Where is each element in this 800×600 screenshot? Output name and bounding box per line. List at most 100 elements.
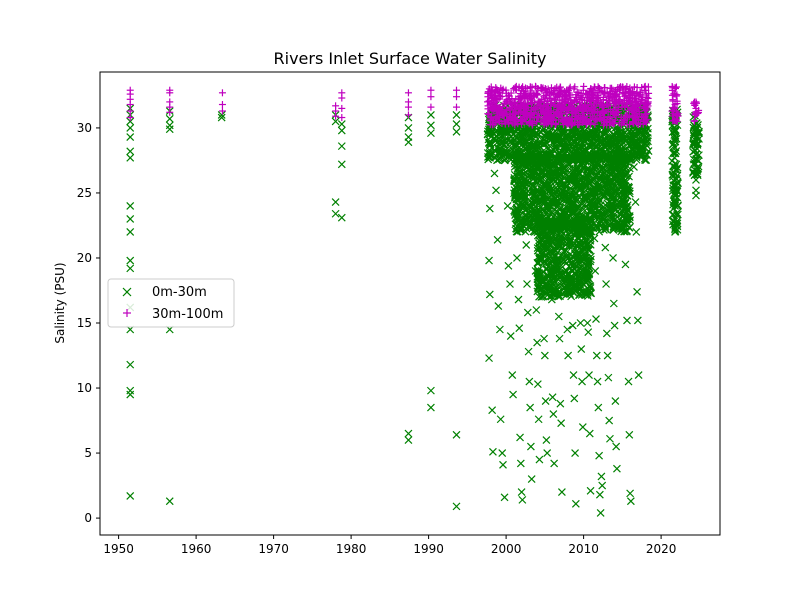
- point-0m-30m: [534, 415, 543, 424]
- point-0m-30m: [331, 209, 340, 218]
- point-0m-30m: [337, 160, 346, 169]
- point-0m-30m: [633, 287, 641, 296]
- point-0m-30m: [616, 131, 625, 140]
- point-0m-30m: [506, 332, 515, 340]
- point-0m-30m: [404, 123, 413, 132]
- point-30m-100m: [126, 107, 134, 115]
- point-0m-30m: [585, 429, 594, 438]
- point-30m-100m: [126, 101, 134, 109]
- point-30m-100m: [427, 93, 435, 101]
- point-0m-30m: [542, 436, 551, 444]
- point-0m-30m: [518, 495, 527, 504]
- point-0m-30m: [567, 128, 576, 137]
- plot-area: [126, 82, 703, 517]
- point-30m-100m: [404, 89, 412, 97]
- y-tick-label: 10: [77, 381, 92, 395]
- point-0m-30m: [606, 434, 614, 443]
- point-0m-30m: [557, 419, 566, 428]
- point-0m-30m: [126, 133, 135, 141]
- point-0m-30m: [495, 325, 504, 334]
- point-30m-100m: [218, 89, 226, 97]
- point-0m-30m: [603, 351, 612, 360]
- point-0m-30m: [596, 508, 605, 517]
- point-0m-30m: [126, 492, 135, 500]
- point-0m-30m: [126, 147, 135, 156]
- point-30m-100m: [338, 104, 346, 112]
- point-0m-30m: [594, 403, 603, 412]
- point-0m-30m: [126, 228, 135, 236]
- point-0m-30m: [597, 138, 606, 147]
- point-0m-30m: [633, 316, 642, 325]
- y-tick-label: 25: [77, 186, 92, 200]
- point-0m-30m: [506, 143, 515, 152]
- point-0m-30m: [501, 128, 510, 137]
- point-0m-30m: [126, 360, 135, 369]
- point-0m-30m: [564, 142, 572, 151]
- point-0m-30m: [500, 493, 509, 502]
- point-0m-30m: [513, 254, 521, 262]
- point-0m-30m: [602, 280, 610, 288]
- point-0m-30m: [602, 329, 611, 338]
- point-0m-30m: [593, 377, 602, 386]
- point-0m-30m: [578, 423, 587, 431]
- point-0m-30m: [498, 449, 507, 457]
- point-0m-30m: [577, 345, 586, 353]
- point-0m-30m: [611, 397, 620, 405]
- point-0m-30m: [503, 202, 512, 210]
- point-0m-30m: [604, 373, 613, 382]
- point-0m-30m: [583, 319, 592, 327]
- series-30m-100m: [126, 82, 703, 129]
- point-0m-30m: [126, 215, 135, 223]
- y-tick-label: 5: [84, 446, 92, 460]
- point-0m-30m: [404, 429, 413, 438]
- point-0m-30m: [571, 449, 579, 457]
- point-0m-30m: [485, 256, 493, 265]
- point-0m-30m: [427, 121, 435, 130]
- point-0m-30m: [126, 123, 135, 132]
- point-0m-30m: [533, 338, 542, 347]
- point-0m-30m: [165, 121, 174, 130]
- point-0m-30m: [626, 489, 635, 498]
- point-0m-30m: [625, 430, 634, 439]
- point-0m-30m: [497, 125, 506, 134]
- point-0m-30m: [488, 406, 497, 415]
- point-0m-30m: [495, 145, 504, 153]
- point-0m-30m: [595, 451, 604, 460]
- point-0m-30m: [509, 125, 518, 134]
- point-0m-30m: [570, 394, 579, 403]
- point-30m-100m: [427, 103, 435, 111]
- point-0m-30m: [592, 351, 601, 360]
- point-0m-30m: [692, 191, 700, 200]
- point-0m-30m: [547, 130, 556, 139]
- point-0m-30m: [549, 410, 558, 418]
- y-tick-label: 15: [77, 316, 92, 330]
- point-0m-30m: [496, 415, 505, 424]
- point-0m-30m: [527, 475, 536, 484]
- point-0m-30m: [543, 449, 552, 457]
- point-30m-100m: [427, 86, 435, 94]
- point-0m-30m: [621, 260, 630, 269]
- point-0m-30m: [573, 126, 582, 135]
- legend-label-0m-30m: 0m-30m: [152, 285, 207, 300]
- point-30m-100m: [166, 108, 174, 116]
- point-0m-30m: [605, 416, 614, 425]
- x-tick-label: 1980: [336, 542, 367, 556]
- x-tick-label: 2000: [491, 542, 522, 556]
- point-0m-30m: [528, 127, 537, 136]
- point-0m-30m: [404, 436, 413, 444]
- point-0m-30m: [452, 110, 461, 119]
- point-0m-30m: [492, 128, 500, 137]
- point-0m-30m: [516, 459, 525, 468]
- chart-title: Rivers Inlet Surface Water Salinity: [274, 49, 547, 68]
- point-0m-30m: [485, 290, 494, 299]
- point-0m-30m: [427, 403, 435, 412]
- point-0m-30m: [598, 481, 607, 490]
- point-0m-30m: [550, 459, 559, 468]
- point-0m-30m: [427, 129, 435, 138]
- point-0m-30m: [609, 139, 618, 148]
- point-0m-30m: [337, 142, 346, 151]
- point-0m-30m: [452, 502, 461, 511]
- point-0m-30m: [590, 134, 599, 143]
- point-0m-30m: [584, 328, 593, 337]
- point-30m-100m: [641, 82, 649, 90]
